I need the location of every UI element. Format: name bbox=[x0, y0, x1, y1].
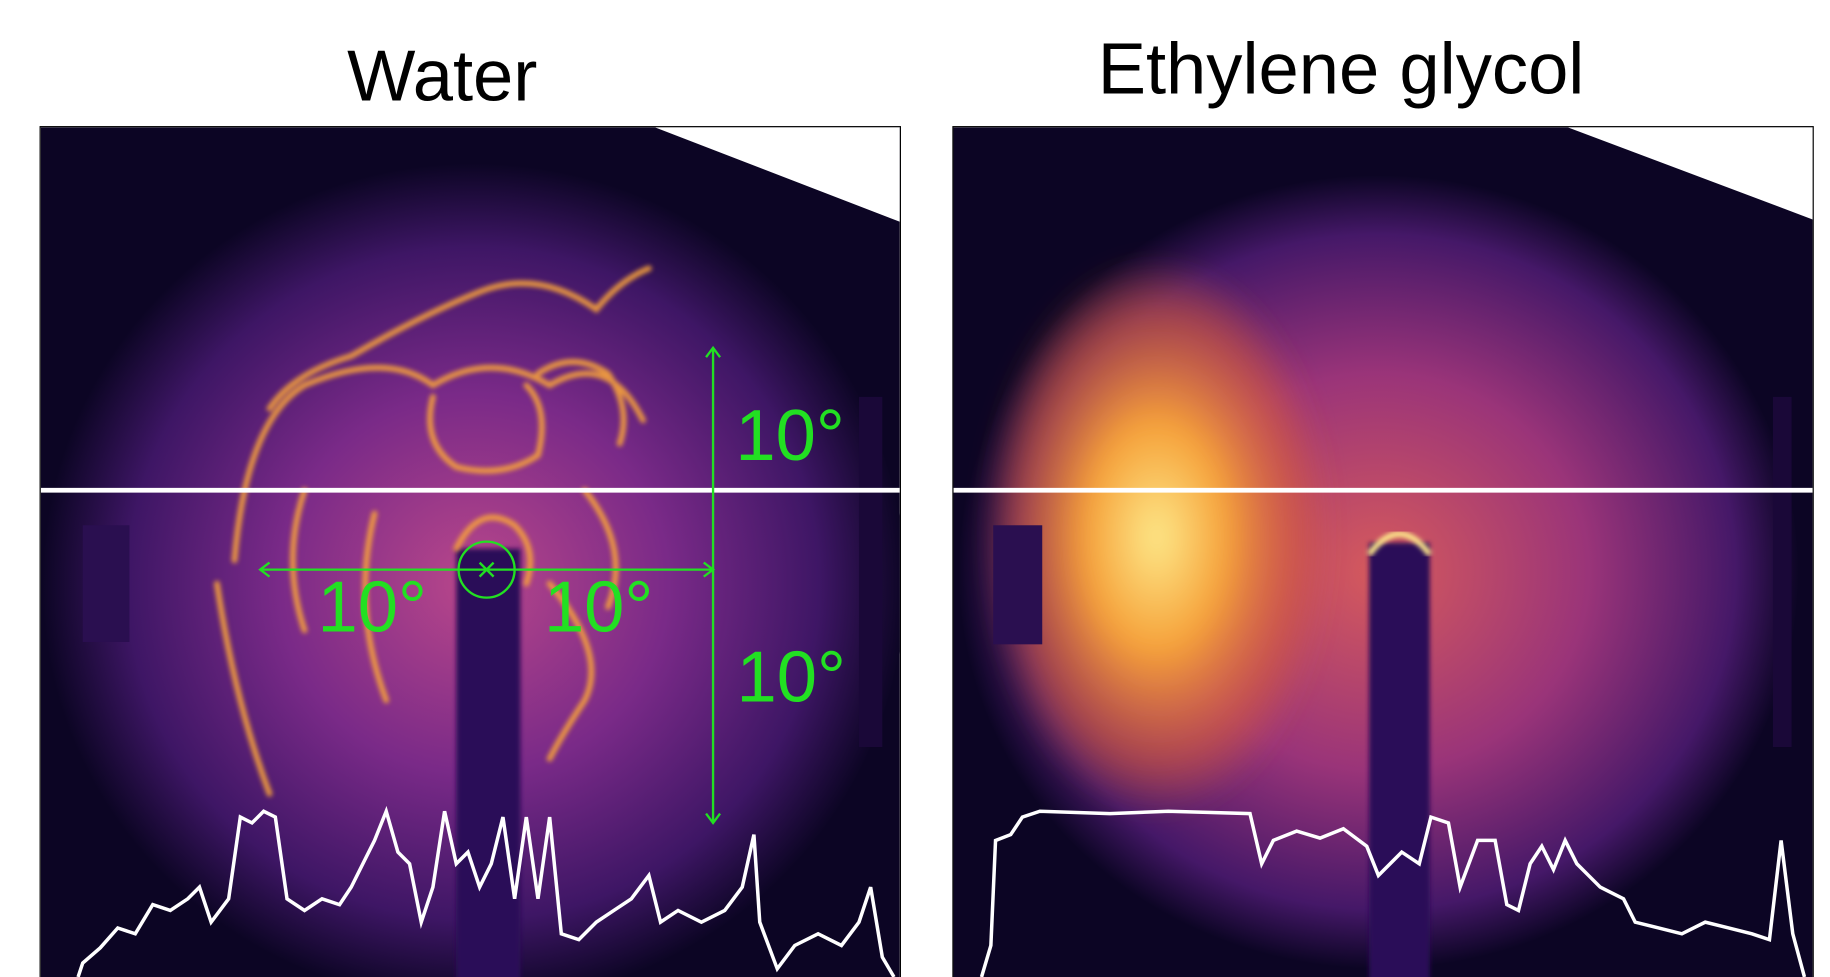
figure: Water Ethylene glycol bbox=[0, 0, 1830, 977]
angle-label: 10° bbox=[544, 566, 653, 647]
page: {"panels": [ {"title": "Water", "annotat… bbox=[0, 0, 1830, 977]
panel-title: Ethylene glycol bbox=[1098, 28, 1585, 109]
panel-title: Water bbox=[347, 35, 537, 116]
water-image: 10° 10° 10° 10° bbox=[41, 127, 906, 977]
angle-label: 10° bbox=[318, 566, 427, 647]
ethylene-glycol-image bbox=[954, 127, 1813, 977]
angle-label: 10° bbox=[735, 395, 844, 476]
angle-label: 10° bbox=[737, 637, 846, 718]
